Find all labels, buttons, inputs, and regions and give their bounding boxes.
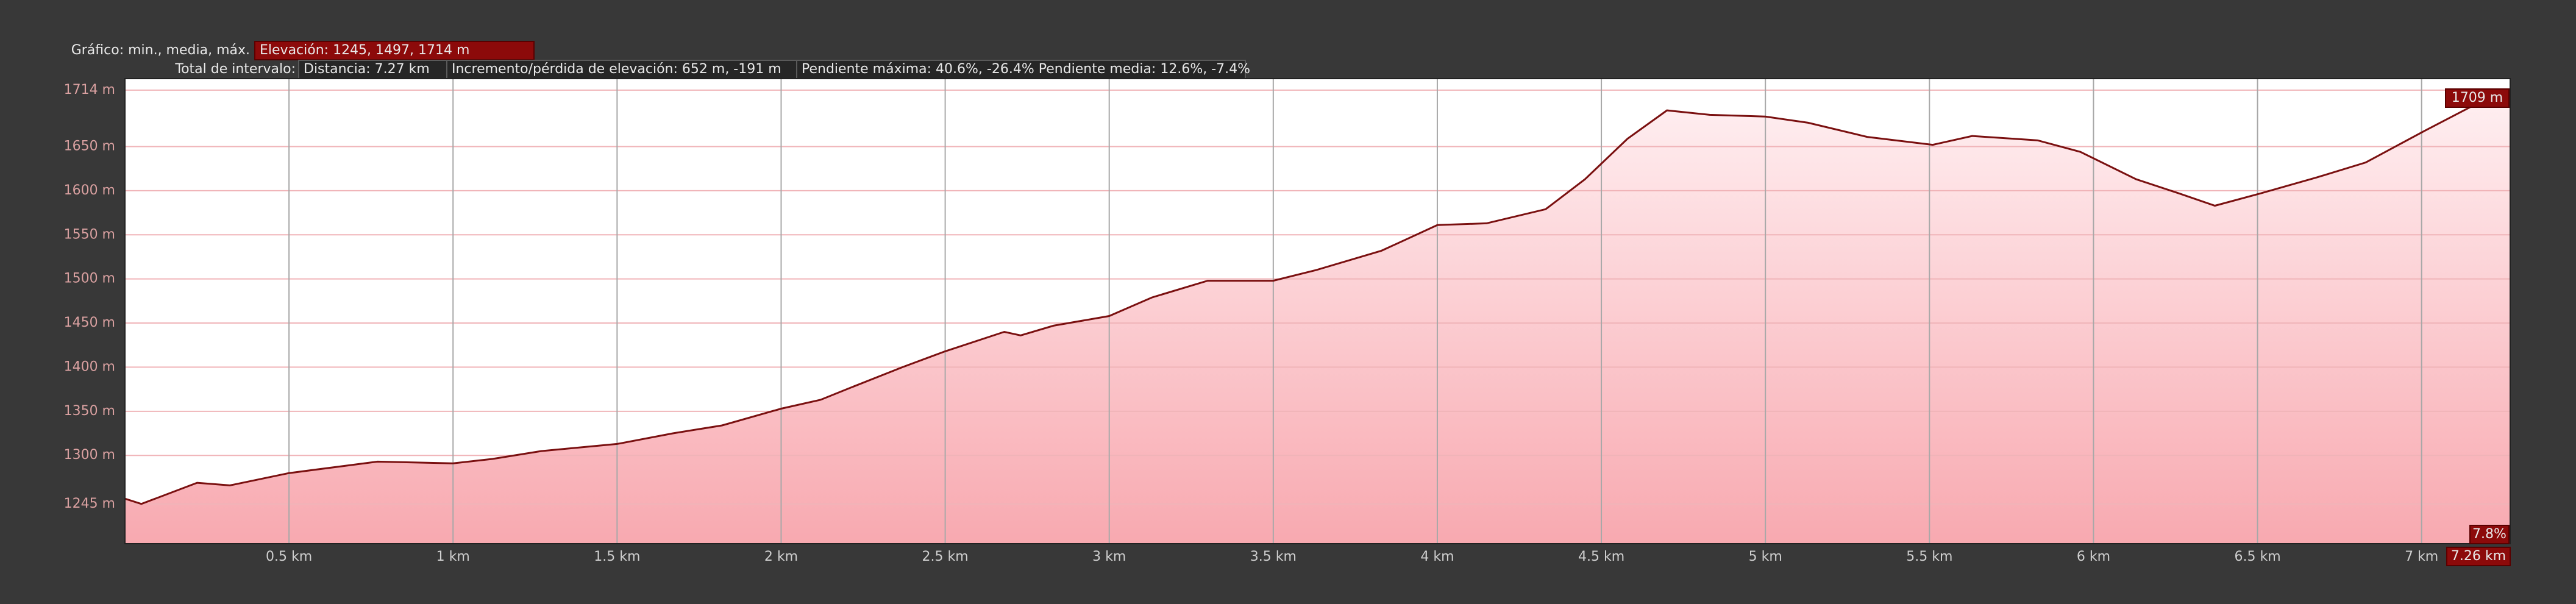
x-tick-label: 0.5 km [266,549,312,564]
header-box [446,60,797,79]
header-box [298,60,447,79]
x-tick-label: 1.5 km [594,549,640,564]
header-label: Gráfico: min., media, máx. [71,43,250,58]
cursor-box [2445,88,2510,108]
x-tick-label: 6 km [2077,549,2110,564]
header-box [254,41,535,60]
cursor-distance: 7.26 km [2451,549,2506,564]
cursor-grade: 7.8% [2472,527,2507,542]
x-tick-label: 3.5 km [1250,549,1297,564]
header-value: Distancia: 7.27 km [304,62,430,77]
plot-border [124,78,2511,544]
y-tick-label: 1600 m [64,183,115,198]
y-tick-label: 1350 m [64,403,115,419]
elevation-line [124,89,2511,505]
x-tick-label: 2 km [764,549,798,564]
x-tick-label: 2.5 km [922,549,969,564]
y-tick-label: 1300 m [64,447,115,463]
header-value: Incremento/pérdida de elevación: 652 m, … [452,62,781,77]
cursor-box [2469,525,2510,544]
y-tick-label: 1550 m [64,227,115,242]
y-tick-label: 1650 m [64,138,115,154]
header-value: Pendiente máxima: 40.6%, -26.4% Pendient… [802,62,1250,77]
y-tick-label: 1450 m [64,315,115,330]
x-tick-label: 1 km [436,549,470,564]
x-tick-label: 4.5 km [1578,549,1624,564]
cursor-elevation: 1709 m [2452,90,2503,105]
x-tick-label: 3 km [1092,549,1126,564]
y-tick-label: 1714 m [64,82,115,98]
y-tick-label: 1500 m [64,271,115,286]
y-tick-label: 1245 m [64,496,115,511]
x-tick-label: 6.5 km [2234,549,2280,564]
cursor-box [2446,547,2511,566]
x-tick-label: 7 km [2405,549,2438,564]
x-tick-label: 5.5 km [1906,549,1952,564]
header-label: Total de intervalo: [174,62,296,77]
x-tick-label: 4 km [1420,549,1454,564]
header-value: Elevación: 1245, 1497, 1714 m [260,43,469,58]
x-tick-label: 5 km [1749,549,1782,564]
area-fill [125,90,2510,544]
y-tick-label: 1400 m [64,359,115,374]
